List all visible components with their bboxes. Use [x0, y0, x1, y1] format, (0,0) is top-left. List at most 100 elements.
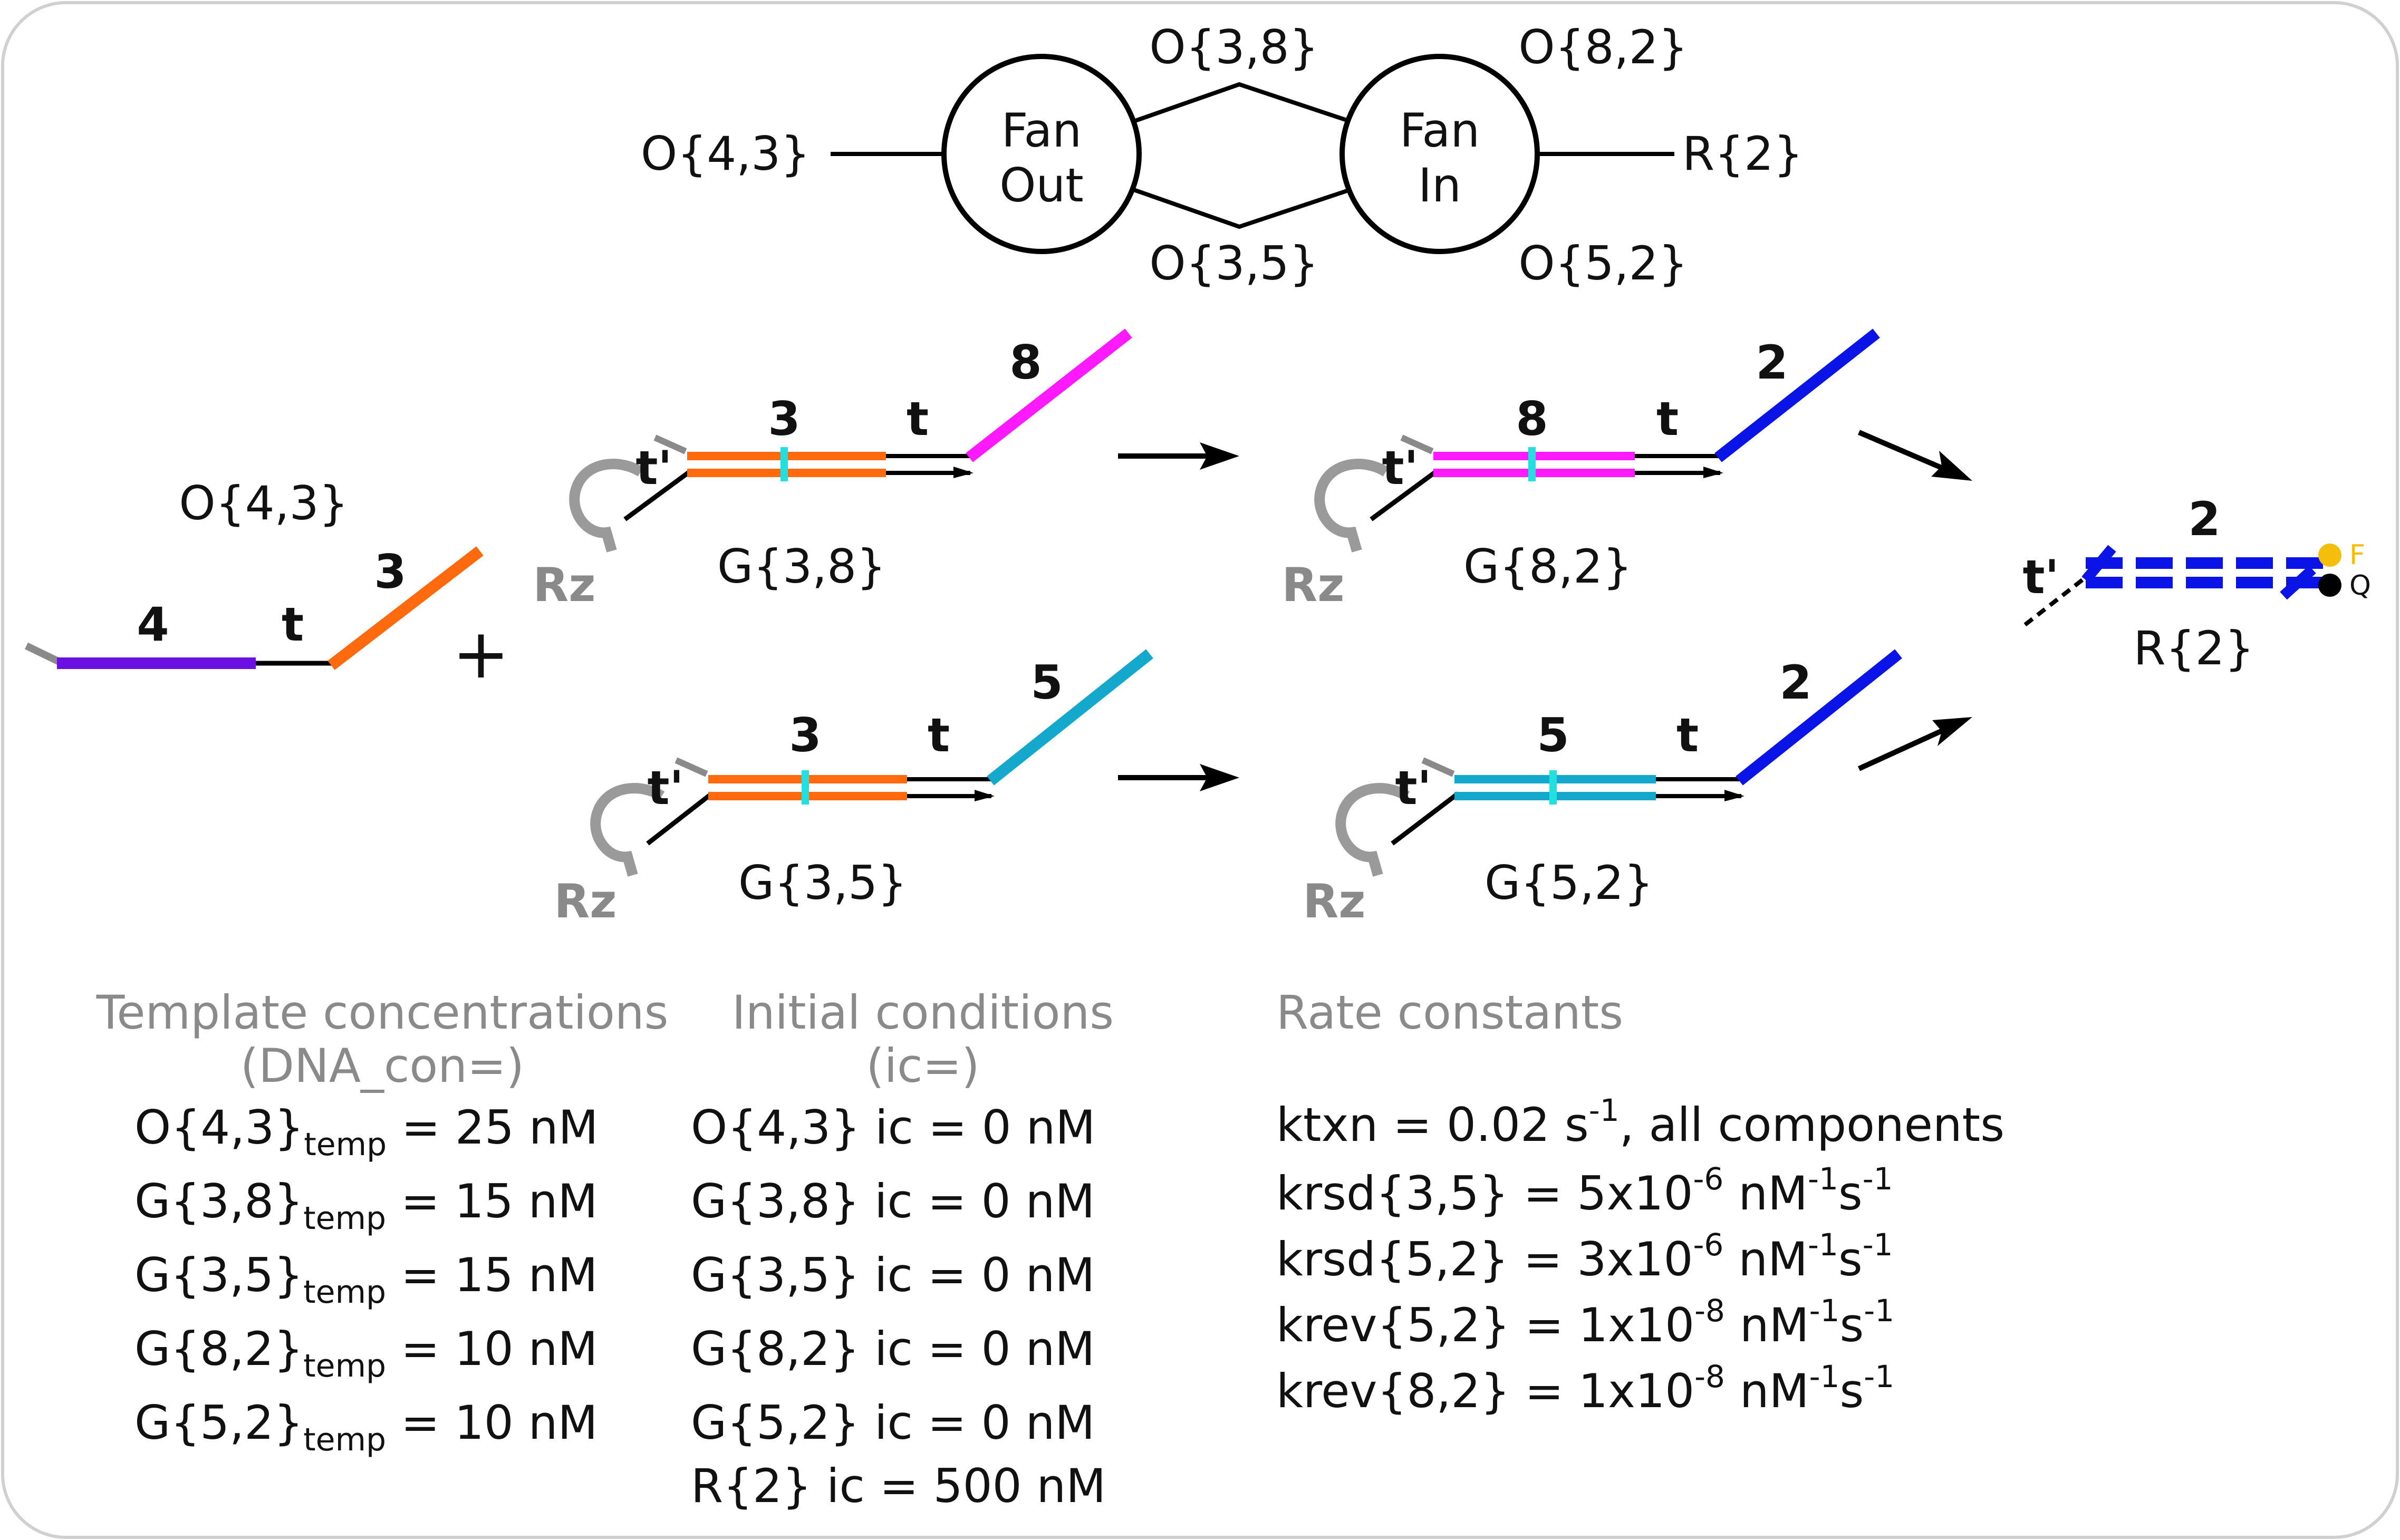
rate-unit-s: s	[1839, 1364, 1864, 1418]
rate-constant-text: krev{5,2} = 1x10	[1276, 1298, 1695, 1352]
gate-g52-toehold-label: t	[1676, 708, 1699, 762]
template-row-g38: G{3,8}temp = 15 nM	[134, 1178, 597, 1235]
template-row-value: = 15 nM	[401, 1174, 598, 1228]
gate-g38-overhang-8	[966, 328, 1132, 462]
input-domain-3-label: 3	[374, 545, 406, 599]
rate-row-ktxn: ktxn = 0.02 s-1, all components	[1276, 1095, 2004, 1148]
reporter-domain-label: 2	[2188, 492, 2220, 546]
initial-header-line2: (ic=)	[866, 1039, 980, 1093]
gate-g82-rz-label: Rz	[1282, 558, 1345, 612]
template-row-value: = 10 nM	[401, 1322, 598, 1376]
ribozyme-g35-icon	[590, 783, 665, 877]
rate-unit-nm-exp: -1	[1809, 1359, 1840, 1394]
gate-g38-name: G{3,8}	[717, 539, 886, 594]
template-row-sub: temp	[303, 1421, 387, 1458]
template-row-sub: temp	[303, 1348, 387, 1384]
input-domain-3	[327, 546, 484, 670]
gate-g52-name: G{5,2}	[1485, 856, 1653, 910]
network-schematic: O{4,3} Fan Out Fan In O{3,8} O{3,5} O{8,…	[641, 20, 1803, 290]
gate-g52-hook	[1421, 757, 1455, 777]
arrow-g35-to-g52-head	[1200, 764, 1239, 791]
template-row-name: G{3,8}	[134, 1174, 304, 1228]
input-domain-4-label: 4	[137, 597, 169, 652]
gate-g35-tprime-label: t'	[647, 761, 683, 815]
rate-constant-text: krsd{3,5} = 5x10	[1276, 1166, 1693, 1221]
rate-constant-exponent: -6	[1693, 1161, 1724, 1197]
initial-header-line1: Initial conditions	[731, 985, 1114, 1040]
gate-g82-hook	[1400, 434, 1434, 454]
rate-unit-s: s	[1838, 1232, 1863, 1286]
reporter-name: R{2}	[2133, 621, 2254, 675]
ribozyme-g52-icon	[1335, 783, 1410, 877]
template-row-o43: O{4,3}temp = 25 nM	[134, 1105, 599, 1161]
gate-g35: 3 t 5 t' Rz G{3,5}	[554, 649, 1153, 928]
gate-g35-overhang-5	[987, 649, 1153, 786]
rate-row-krsd52: krsd{5,2} = 3x10-6 nM-1s-1	[1276, 1229, 1893, 1283]
arrow-g82-to-reporter	[1858, 430, 1952, 474]
ribozyme-g38-icon	[569, 459, 644, 553]
gate-g35-rz-label: Rz	[554, 874, 617, 928]
network-input-label: O{4,3}	[641, 127, 810, 181]
gate-g35-3prime-arrow	[975, 790, 995, 801]
template-row-name: G{8,2}	[134, 1322, 304, 1376]
template-row-sub: temp	[303, 1200, 387, 1237]
gate-g82: 8 t 2 t' Rz G{8,2}	[1282, 328, 1880, 612]
gate-g38-tprime-label: t'	[635, 441, 672, 495]
upper-branch-edge	[1133, 82, 1351, 123]
gate-g35-hook	[674, 757, 708, 777]
gate-g52-3prime-arrow	[1724, 790, 1744, 801]
gate-g35-overhang-label: 5	[1030, 655, 1063, 710]
rate-unit-nm: nM	[1724, 1298, 1809, 1352]
gate-g82-3prime-arrow	[1703, 467, 1723, 478]
gate-g52-overhang-label: 2	[1779, 655, 1811, 710]
rate-unit-s-exp: -1	[1862, 1161, 1893, 1197]
rates-header: Rate constants	[1276, 985, 1624, 1040]
fan-out-node	[941, 54, 1142, 254]
initial-row: R{2} ic = 500 nM	[691, 1459, 1106, 1513]
reporter-tprime-dashed	[2023, 575, 2087, 627]
template-header-line2: (DNA_con=)	[240, 1039, 525, 1093]
ribozyme-g82-icon	[1314, 459, 1389, 553]
network-output-label: R{2}	[1682, 127, 1803, 181]
lower-mid-label: O{3,5}	[1149, 236, 1318, 290]
quencher-label: Q	[2349, 570, 2371, 602]
rate-row-krev52: krev{5,2} = 1x10-8 nM-1s-1	[1276, 1295, 1894, 1349]
upper-mid-label: O{3,8}	[1149, 20, 1318, 74]
reporter-left-hook	[2081, 545, 2116, 584]
template-row-name: O{4,3}	[134, 1100, 304, 1155]
initial-row: G{5,2} ic = 0 nM	[691, 1396, 1095, 1450]
template-header-line1: Template concentrations	[96, 985, 669, 1040]
gate-g35-linker	[646, 791, 714, 846]
rate-unit-s-exp: -1	[1862, 1227, 1893, 1263]
gate-g52-rz-label: Rz	[1303, 874, 1366, 928]
template-row-name: G{3,5}	[134, 1248, 304, 1302]
reaction-arrows	[1118, 430, 1972, 791]
gate-g82-overhang-label: 2	[1756, 335, 1788, 390]
template-row-value: = 10 nM	[401, 1396, 598, 1450]
initial-row: O{4,3} ic = 0 nM	[691, 1100, 1096, 1155]
rate-constant-text: krev{8,2} = 1x10	[1276, 1364, 1695, 1418]
arrow-g52-to-reporter	[1857, 724, 1953, 771]
initial-row: G{3,8} ic = 0 nM	[691, 1174, 1095, 1228]
gate-g35-name: G{3,5}	[738, 856, 907, 910]
rate-ktxn-text: ktxn = 0.02 s	[1276, 1098, 1589, 1152]
reporter-r2: 2 t' F Q R{2}	[2022, 492, 2370, 675]
gate-g82-toehold-label: t	[1656, 392, 1679, 446]
gate-g38-overhang-label: 8	[1009, 335, 1042, 390]
lower-branch-edge	[1133, 188, 1351, 229]
gate-g38-toehold-label: t	[907, 392, 929, 446]
gate-g82-linker	[1370, 469, 1439, 521]
rate-unit-nm-exp: -1	[1808, 1161, 1838, 1197]
gate-g38-domain-label: 3	[768, 392, 800, 446]
rate-row-krsd35: krsd{3,5} = 5x10-6 nM-1s-1	[1276, 1164, 1893, 1217]
quencher-icon	[2318, 574, 2341, 597]
rate-constant-exponent: -8	[1694, 1359, 1725, 1394]
gate-g52-linker	[1391, 791, 1460, 846]
template-row-name: G{5,2}	[134, 1396, 304, 1450]
rate-row-krev82: krev{8,2} = 1x10-8 nM-1s-1	[1276, 1361, 1894, 1415]
gate-g38-rz-label: Rz	[533, 558, 596, 612]
reporter-right-hook	[2280, 565, 2316, 600]
initial-row: G{8,2} ic = 0 nM	[691, 1322, 1095, 1376]
template-row-g82: G{8,2}temp = 10 nM	[134, 1326, 597, 1382]
